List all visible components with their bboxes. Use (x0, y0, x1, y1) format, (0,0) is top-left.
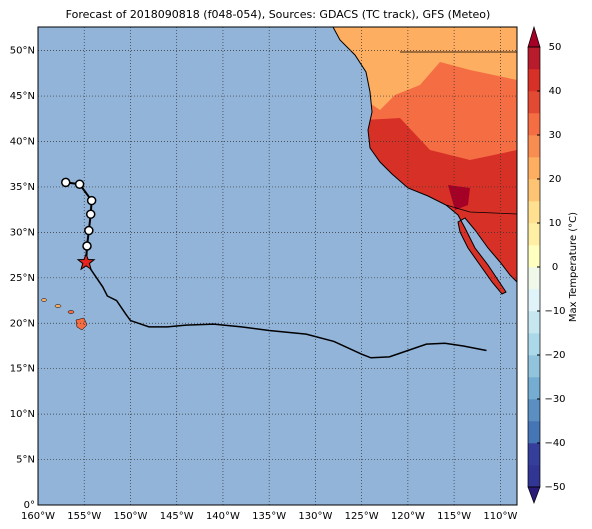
colorbar-segment (528, 245, 540, 268)
colorbar-tick-label: −30 (544, 394, 565, 405)
forecast-track (85, 261, 487, 359)
colorbar-tick-label: −40 (544, 438, 565, 449)
y-tick-label: 10°N (10, 409, 35, 420)
y-tick-label: 45°N (10, 91, 35, 102)
past-position (82, 241, 92, 251)
colorbar-tick-label: 30 (549, 130, 562, 141)
x-tick-label: 125°W (345, 511, 379, 522)
colorbar-segment (528, 465, 540, 488)
colorbar-segment (528, 47, 540, 70)
colorbar-extend-low (527, 486, 541, 504)
past-position (85, 209, 96, 219)
colorbar-label: Max Temperature (°C) (568, 212, 579, 322)
past-position (60, 177, 71, 188)
x-tick-label: 135°W (252, 511, 286, 522)
x-tick-label: 110°W (483, 511, 517, 522)
x-tick-label: 115°W (437, 511, 471, 522)
y-tick-label: 25°N (10, 273, 35, 284)
colorbar-tick-label: −50 (544, 482, 565, 493)
colorbar-segment (528, 377, 540, 400)
colorbar-tick-label: 10 (549, 218, 562, 229)
y-tick-label: 15°N (10, 364, 35, 375)
colorbar-segment (528, 399, 540, 422)
x-tick-label: 155°W (67, 511, 101, 522)
colorbar-segment (528, 421, 540, 444)
colorbar-tick-label: 0 (552, 262, 558, 273)
x-tick-label: 130°W (298, 511, 332, 522)
colorbar-segment (528, 333, 540, 356)
x-tick-label: 150°W (113, 511, 147, 522)
y-tick-label: 20°N (10, 318, 35, 329)
x-tick-label: 160°W (21, 511, 55, 522)
colorbar-tick-label: −10 (544, 306, 565, 317)
colorbar-segment (528, 355, 540, 378)
y-tick-label: 50°N (10, 46, 35, 57)
coastline (332, 27, 517, 295)
colorbar-segment (528, 69, 540, 92)
past-position (84, 225, 94, 236)
chart-title: Forecast of 2018090818 (f048-054), Sourc… (66, 8, 491, 21)
colorbar-tick-label: 40 (549, 86, 562, 97)
colorbar-segment (528, 179, 540, 202)
y-tick-label: 30°N (10, 227, 35, 238)
colorbar-segment (528, 201, 540, 224)
colorbar-tick-label: −20 (544, 350, 565, 361)
colorbar-segment (528, 289, 540, 312)
y-tick-label: 35°N (10, 182, 35, 193)
x-tick-label: 120°W (391, 511, 425, 522)
past-position (86, 195, 97, 206)
x-tick-label: 140°W (206, 511, 240, 522)
colorbar-segment (528, 135, 540, 158)
colorbar-segment (528, 91, 540, 114)
colorbar-extend-high (527, 25, 541, 48)
y-tick-label: 40°N (10, 137, 35, 148)
current-position (76, 252, 96, 271)
colorbar-tick-label: 20 (549, 174, 562, 185)
colorbar-tick-label: 50 (549, 42, 562, 53)
y-tick-label: 5°N (16, 455, 35, 466)
past-position (74, 179, 85, 189)
colorbar-segment (528, 311, 540, 334)
plot-frame (37, 26, 518, 506)
colorbar-segment (528, 443, 540, 466)
y-tick-label: 0° (24, 500, 35, 511)
x-tick-label: 145°W (160, 511, 194, 522)
colorbar-segment (528, 223, 540, 246)
colorbar-segment (528, 157, 540, 180)
colorbar-segment (528, 267, 540, 290)
colorbar-segment (528, 113, 540, 136)
